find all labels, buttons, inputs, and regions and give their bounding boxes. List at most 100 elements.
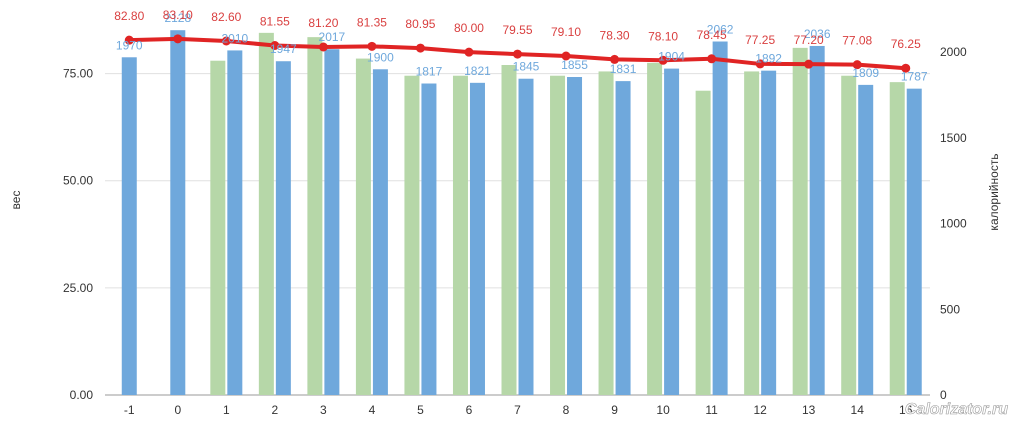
weight-line-point	[901, 63, 911, 73]
calorie-bar	[664, 68, 680, 395]
weight-bar	[647, 62, 663, 395]
weight-bar	[841, 75, 857, 395]
weight-line-point	[852, 60, 862, 70]
calorie-bar-label: 1831	[610, 62, 637, 76]
calorie-bar-label: 2062	[707, 23, 734, 37]
weight-bar	[307, 37, 323, 396]
weight-line-label: 78.45	[697, 28, 727, 42]
right-tick-label: 1500	[940, 131, 967, 145]
calorie-bar-label: 1855	[561, 58, 588, 72]
weight-line-point	[367, 41, 377, 51]
weight-line-labels: 82.80 83.10 82.60 81.55 81.20 81.35 80.95 80.00…	[114, 8, 921, 51]
calorie-bar	[858, 84, 874, 395]
x-tick-label: 16	[899, 403, 913, 417]
calorie-bar	[170, 30, 186, 395]
calorie-bar-label: 2036	[804, 27, 831, 41]
weight-line-point	[561, 51, 571, 61]
weight-bar	[501, 65, 517, 395]
calorie-bar-label: 2128	[164, 11, 191, 25]
weight-line-label: 81.55	[260, 15, 290, 29]
weight-line-label: 83.10	[163, 8, 193, 22]
right-axis-ticks: 0 500 1000 1500 2000	[940, 45, 967, 402]
weight-line-label: 82.60	[211, 10, 241, 24]
weight-line-point	[707, 54, 717, 64]
weight-line-label: 82.80	[114, 9, 144, 23]
weight-bar	[598, 71, 614, 395]
x-tick-label: 2	[272, 403, 279, 417]
x-tick-label: 3	[320, 403, 327, 417]
weight-line-point	[513, 49, 522, 59]
weight-line-label: 80.00	[454, 21, 484, 35]
weight-line-label: 79.55	[502, 23, 532, 37]
weight-line-label: 76.25	[891, 37, 921, 51]
weight-bar	[550, 75, 566, 395]
calorie-bar	[567, 77, 583, 395]
calorie-bar-label: 2017	[319, 30, 346, 44]
right-tick-label: 0	[940, 388, 947, 402]
x-tick-label: 10	[656, 403, 670, 417]
calorie-bar	[275, 61, 291, 395]
calorie-bar	[421, 83, 437, 395]
left-axis-ticks: 0.00 25.00 50.00 75.00	[63, 67, 93, 402]
weight-line-label: 80.95	[405, 17, 435, 31]
watermark-text: Calorizator.ru	[905, 401, 1008, 418]
calorie-bar-label: 1947	[270, 42, 297, 56]
left-tick-label: 75.00	[63, 67, 93, 81]
calorie-bar	[712, 41, 728, 396]
weight-bar	[404, 75, 420, 395]
left-axis-title: вес	[9, 191, 23, 210]
weight-line	[124, 34, 911, 73]
weight-bar	[695, 90, 711, 395]
calorie-bar	[761, 70, 777, 396]
x-tick-label: 14	[851, 403, 865, 417]
calorie-bar-label: 1821	[464, 64, 491, 78]
weight-line-label: 81.35	[357, 15, 387, 29]
weight-line-point	[658, 55, 668, 65]
calorie-bar-label: 2010	[221, 31, 248, 45]
weight-bar	[210, 60, 226, 395]
left-tick-label: 25.00	[63, 281, 93, 295]
x-axis-ticks: -1 0 1 2 3 4 5 6 7 8 9 10 11 12 13 14 16	[124, 403, 913, 417]
weight-line-label: 77.08	[842, 34, 872, 48]
x-tick-label: 9	[611, 403, 618, 417]
weight-line-point	[270, 41, 280, 50]
calorie-bar-label: 1900	[367, 50, 394, 64]
weight-line-point	[415, 43, 425, 53]
weight-bar	[792, 47, 808, 395]
weight-line-label: 77.20	[794, 33, 824, 47]
weight-bar	[889, 82, 905, 396]
x-tick-label: 1	[223, 403, 230, 417]
calorie-bars	[121, 30, 922, 396]
right-tick-label: 500	[940, 302, 960, 316]
weight-bar	[744, 71, 760, 395]
calorie-bar-label: 1817	[416, 65, 443, 79]
right-axis-title: калорийность	[987, 153, 1001, 230]
calorie-bar	[324, 49, 340, 395]
x-tick-label: 4	[369, 403, 376, 417]
calorie-bar	[809, 45, 825, 395]
weight-bar	[452, 75, 468, 395]
calorie-bar-label: 1787	[901, 70, 928, 84]
weight-bars	[210, 32, 905, 396]
x-tick-label: 12	[753, 403, 767, 417]
calorie-bar	[227, 50, 243, 396]
x-tick-label: 7	[514, 403, 521, 417]
right-tick-label: 1000	[940, 217, 967, 231]
calorie-bar-label: 1970	[116, 38, 143, 52]
calorie-bar-label: 1809	[852, 66, 879, 80]
calorie-bar	[469, 82, 485, 395]
calorie-bar-label: 1845	[513, 60, 540, 74]
weight-line-point	[804, 59, 814, 69]
weight-line-label: 78.10	[648, 29, 678, 43]
weight-line-point	[124, 35, 134, 45]
calorie-bar	[906, 88, 922, 396]
left-tick-label: 0.00	[70, 388, 94, 402]
weight-bar	[355, 58, 371, 395]
x-tick-label: 6	[466, 403, 473, 417]
calorie-bar-labels: 1970 2128 2010 1947 2017 1900 1817 1821 1845 1855…	[116, 11, 928, 83]
x-tick-label: -1	[124, 403, 135, 417]
calorie-bar	[121, 57, 137, 396]
x-tick-label: 13	[802, 403, 816, 417]
